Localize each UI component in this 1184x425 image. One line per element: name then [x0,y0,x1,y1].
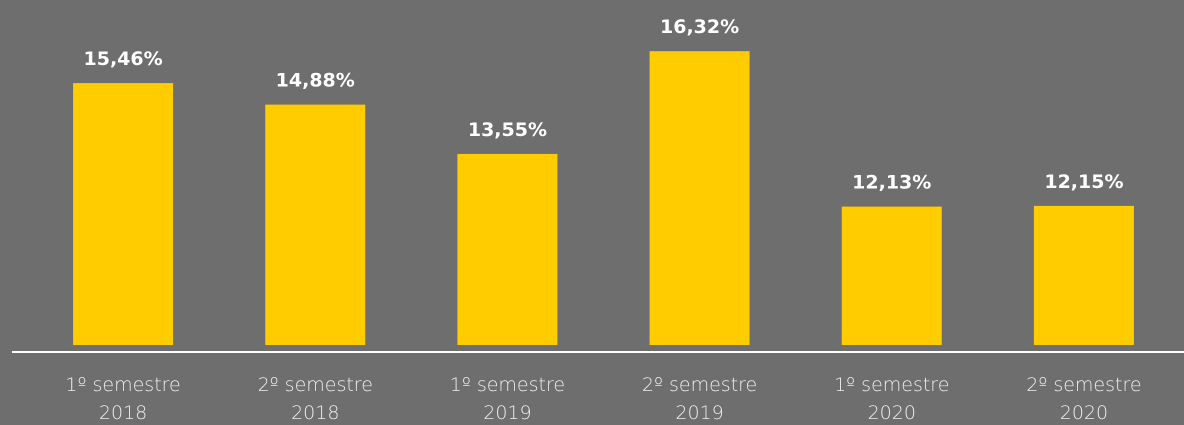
x-tick-label: 2018 [291,402,339,424]
data-label: 12,15% [1044,171,1123,193]
data-label: 14,88% [276,70,355,92]
x-tick-label: 1º semestre [65,374,180,396]
bar [73,83,174,345]
bar [841,206,942,345]
x-tick-label: 2º semestre [1026,374,1141,396]
data-label: 15,46% [84,48,163,70]
bar [649,51,750,346]
bar [265,104,366,345]
x-tick-label: 2º semestre [642,374,757,396]
data-label: 13,55% [468,119,547,141]
x-tick-label: 2019 [483,402,531,424]
x-tick-label: 2020 [868,402,916,424]
bar [1033,205,1134,345]
data-label: 12,13% [852,172,931,194]
data-label: 16,32% [660,16,739,38]
x-tick-label: 1º semestre [834,374,949,396]
x-tick-label: 2º semestre [258,374,373,396]
x-tick-label: 2018 [99,402,147,424]
x-tick-label: 1º semestre [450,374,565,396]
bar [457,153,558,345]
x-tick-label: 2020 [1060,402,1108,424]
x-tick-label: 2019 [675,402,723,424]
